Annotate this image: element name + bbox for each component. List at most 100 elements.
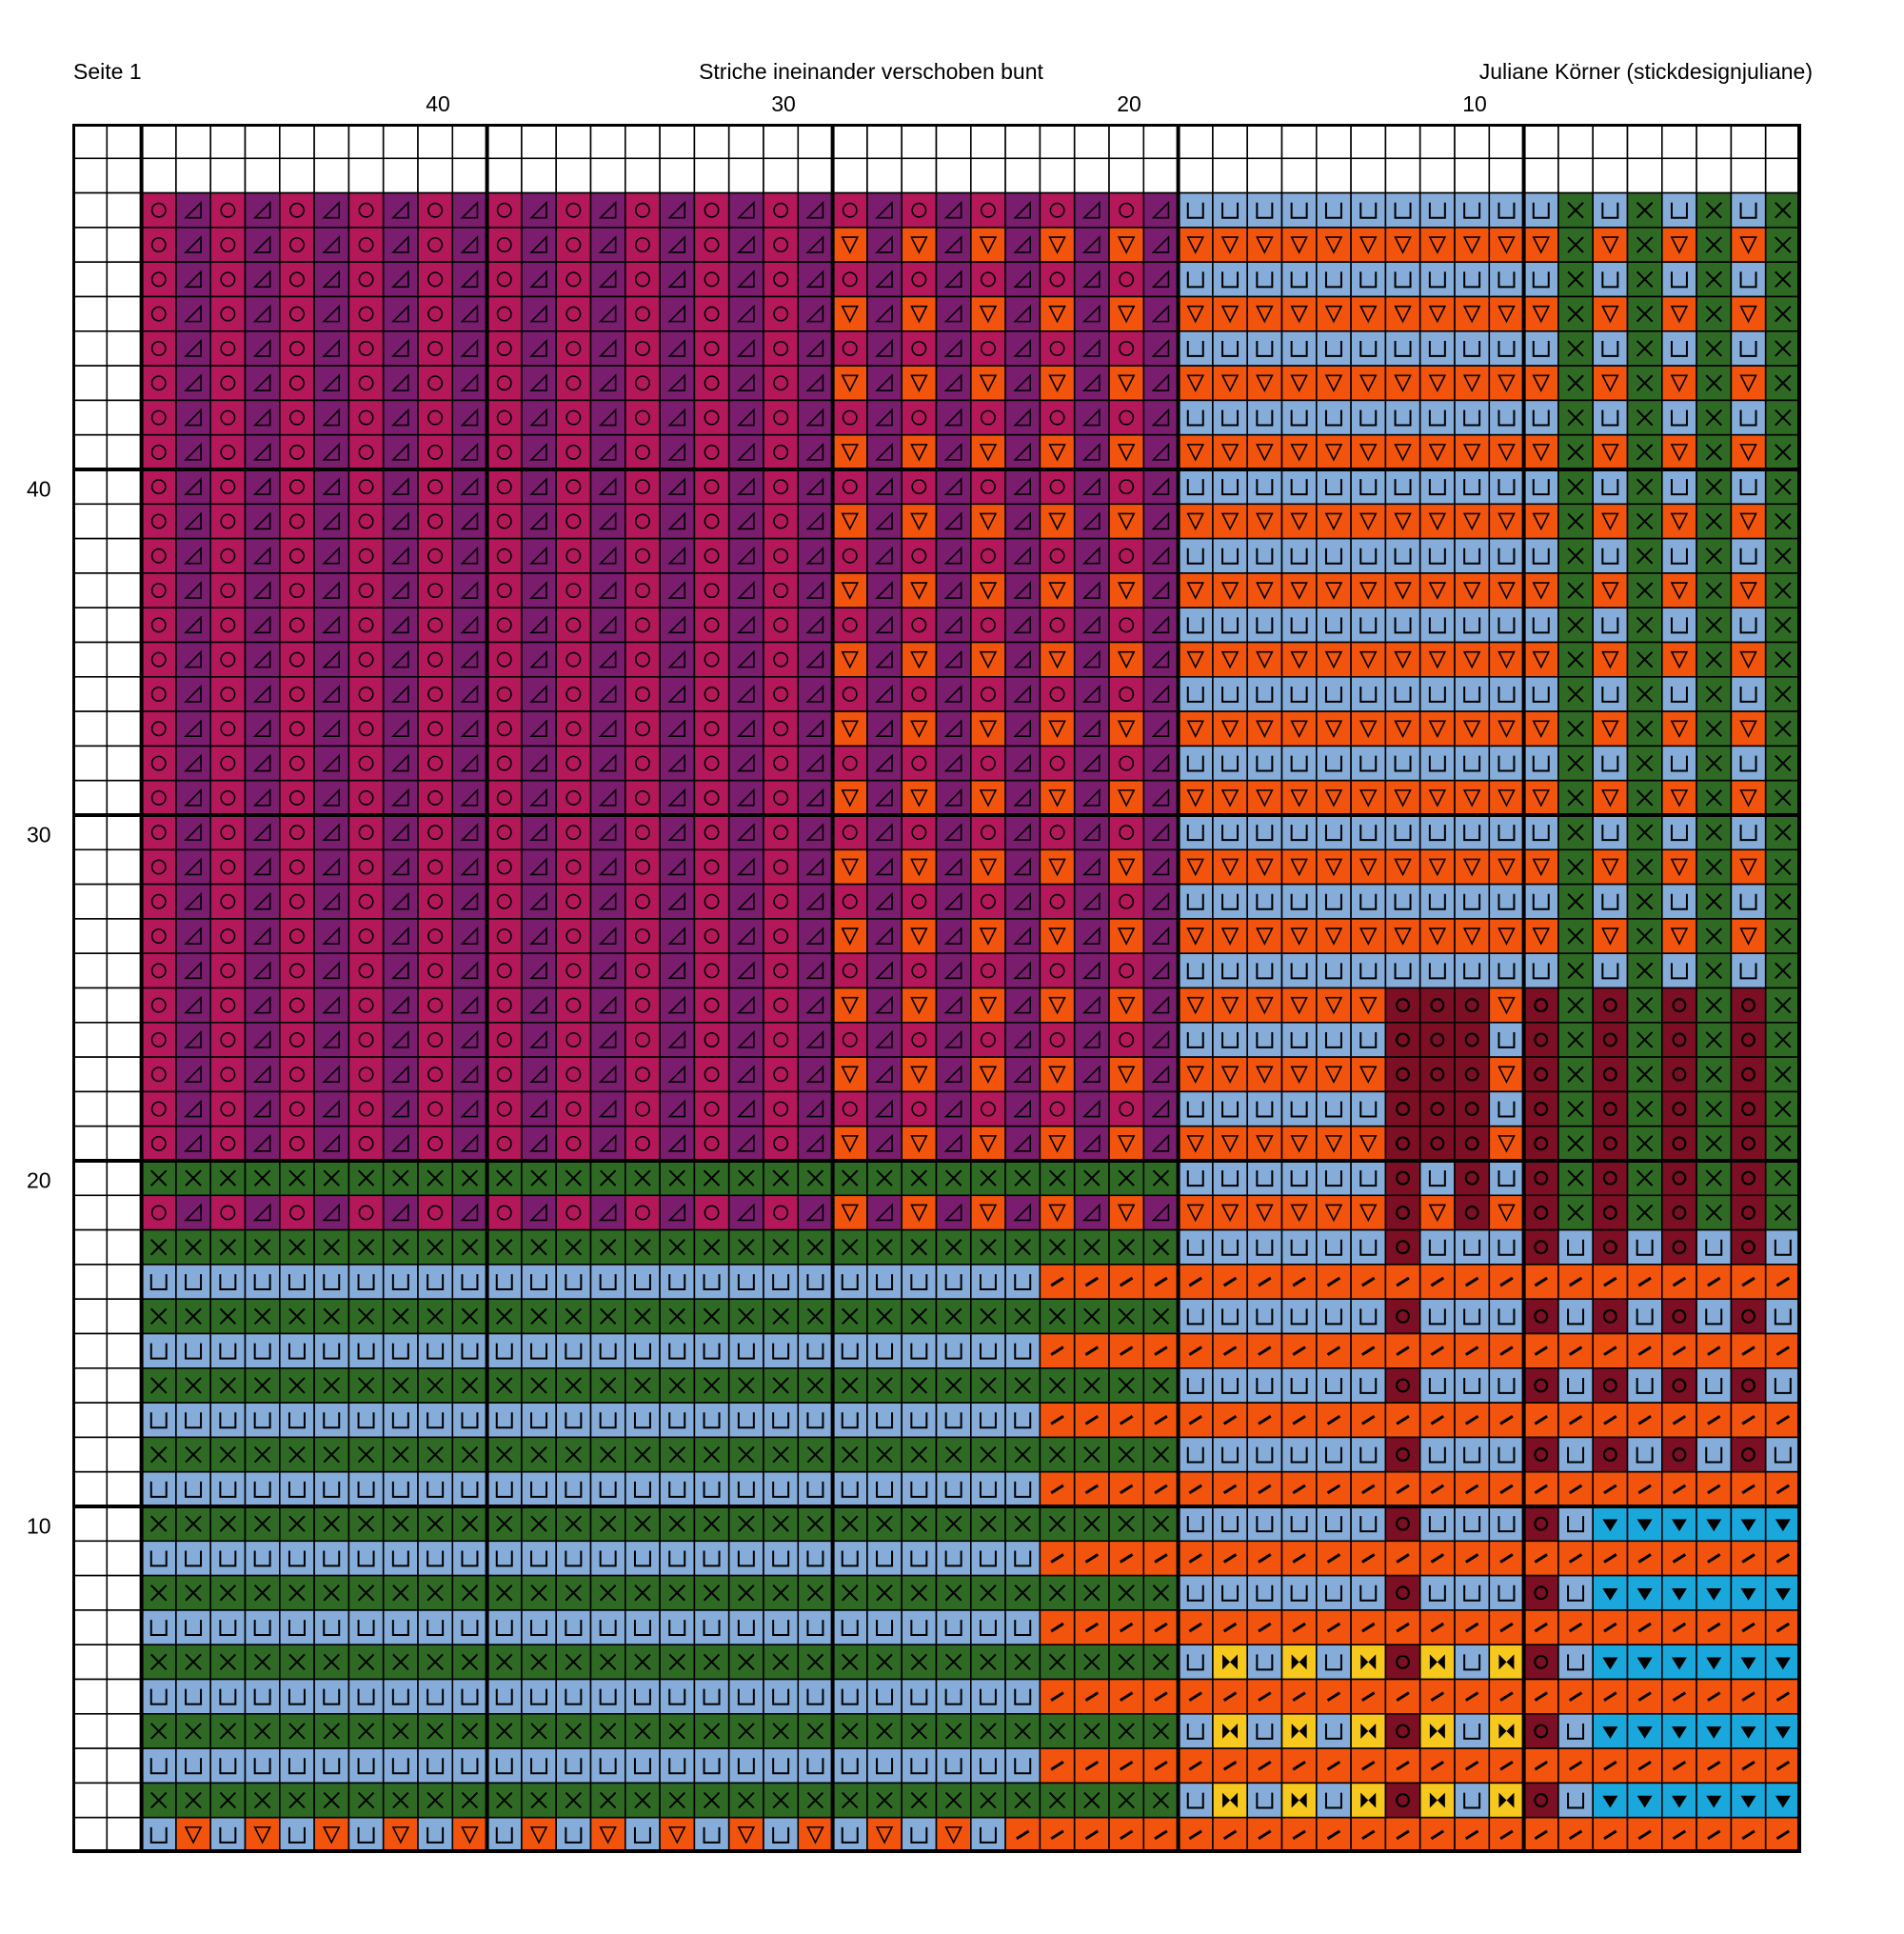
light-blue-stitch-symbol — [806, 1550, 824, 1567]
grid-cell — [1661, 503, 1697, 540]
light-blue-stitch-symbol — [1601, 755, 1619, 772]
light-blue-stitch-symbol — [1256, 548, 1274, 565]
grid-cell — [831, 1056, 868, 1093]
green-stitch-symbol — [703, 1307, 721, 1326]
grid-cell — [1418, 1021, 1456, 1058]
grid-cell — [209, 399, 247, 436]
magenta-stitch-symbol — [150, 1031, 167, 1047]
green-stitch-symbol — [461, 1169, 479, 1186]
magenta-stitch-symbol — [150, 202, 167, 218]
grid-cell — [901, 745, 938, 782]
green-stitch-symbol — [1083, 1377, 1101, 1394]
grid-cell — [1316, 710, 1352, 748]
green-stitch-symbol — [944, 1585, 962, 1602]
purple-stitch-symbol — [667, 891, 686, 910]
grid-cell — [279, 883, 315, 920]
grid-cell — [313, 572, 350, 608]
grid-cell — [244, 1678, 281, 1715]
green-stitch-symbol — [703, 1169, 721, 1186]
magenta-stitch-symbol — [150, 1101, 167, 1117]
grid-cell — [1108, 227, 1145, 264]
light-blue-stitch-symbol — [1532, 755, 1550, 772]
magenta-stitch-symbol — [427, 1101, 444, 1117]
orange-dash-stitch-symbol — [1084, 1414, 1100, 1426]
light-blue-stitch-symbol — [1014, 1481, 1032, 1498]
purple-stitch-symbol — [736, 615, 755, 634]
grid-cell — [1316, 330, 1352, 367]
orange-stitch-symbol — [910, 996, 928, 1015]
magenta-stitch-symbol — [358, 755, 374, 771]
grid-cell — [1004, 1747, 1041, 1784]
grid-cell — [831, 537, 868, 574]
light-blue-stitch-symbol — [1428, 1377, 1446, 1394]
magenta-stitch-symbol — [496, 375, 512, 391]
magenta-stitch-symbol — [220, 444, 236, 460]
magenta-stitch-symbol — [773, 1031, 789, 1047]
grid-cell — [1488, 1505, 1525, 1543]
orange-dash-stitch-symbol — [1119, 1622, 1134, 1633]
light-blue-stitch-symbol — [1186, 1723, 1204, 1740]
green-stitch-symbol — [253, 1377, 271, 1394]
grid-cell — [797, 1470, 834, 1507]
grid-cell — [1246, 469, 1283, 506]
light-blue-stitch-symbol — [633, 1412, 651, 1429]
orange-dash-stitch-symbol — [1499, 1691, 1514, 1702]
orange-stitch-symbol — [944, 1826, 962, 1844]
green-stitch-symbol — [150, 1653, 168, 1671]
grid-cell — [1316, 1056, 1352, 1093]
grid-cell — [1246, 848, 1283, 886]
purple-stitch-symbol — [184, 788, 202, 807]
grid-cell — [209, 745, 247, 782]
grid-cell — [106, 1747, 143, 1784]
grid-cell — [521, 157, 557, 194]
grid-cell — [486, 848, 523, 886]
purple-stitch-symbol — [390, 235, 409, 253]
green-stitch-symbol — [1014, 1515, 1031, 1532]
grid-cell — [1522, 365, 1559, 402]
purple-stitch-symbol — [598, 961, 617, 980]
grid-cell — [1280, 1228, 1318, 1266]
light-blue-stitch-symbol — [1463, 1516, 1481, 1533]
orange-stitch-symbol — [1394, 236, 1412, 254]
grid-cell — [1212, 987, 1249, 1024]
purple-stitch-symbol — [805, 615, 824, 634]
grid-cell — [1592, 503, 1629, 540]
light-blue-stitch-symbol — [1601, 893, 1619, 910]
grid-cell — [1108, 503, 1145, 540]
orange-dash-stitch-symbol — [1430, 1829, 1445, 1841]
green-stitch-symbol — [1705, 962, 1722, 980]
grid-cell — [347, 883, 385, 920]
light-blue-stitch-symbol — [461, 1620, 479, 1637]
green-stitch-symbol — [288, 1653, 306, 1671]
orange-dash-stitch-symbol — [1775, 1276, 1791, 1287]
burgundy-stitch-symbol — [1672, 1032, 1687, 1047]
grid-cell — [1454, 1436, 1491, 1473]
grid-cell — [347, 330, 385, 367]
grid-cell — [1316, 1782, 1352, 1819]
grid-cell — [763, 1021, 800, 1058]
purple-stitch-symbol — [184, 442, 202, 461]
orange-dash-stitch-symbol — [1499, 1414, 1514, 1426]
grid-cell — [831, 1090, 868, 1127]
grid-cell — [1661, 675, 1697, 712]
grid-cell — [279, 227, 315, 264]
grid-cell — [1177, 1090, 1214, 1127]
green-stitch-symbol — [1705, 444, 1722, 461]
light-blue-stitch-symbol — [149, 1758, 168, 1775]
grid-cell — [1418, 191, 1456, 229]
orange-stitch-symbol — [1670, 927, 1689, 946]
magenta-stitch-symbol — [634, 237, 650, 253]
purple-stitch-symbol — [1013, 615, 1032, 634]
green-stitch-symbol — [426, 1307, 444, 1326]
magenta-stitch-symbol — [704, 755, 720, 771]
grid-cell — [1488, 330, 1525, 367]
stitch-cells — [72, 124, 1801, 1853]
grid-cell — [1557, 1644, 1595, 1681]
orange-dash-stitch-symbol — [1396, 1414, 1410, 1426]
grid-cell — [1488, 295, 1525, 332]
yellow-stitch-symbol — [1360, 1792, 1377, 1808]
grid-cell — [1661, 295, 1697, 332]
grid-cell — [1557, 1505, 1595, 1543]
grid-cell — [486, 1540, 523, 1577]
grid-cell — [72, 1367, 109, 1404]
